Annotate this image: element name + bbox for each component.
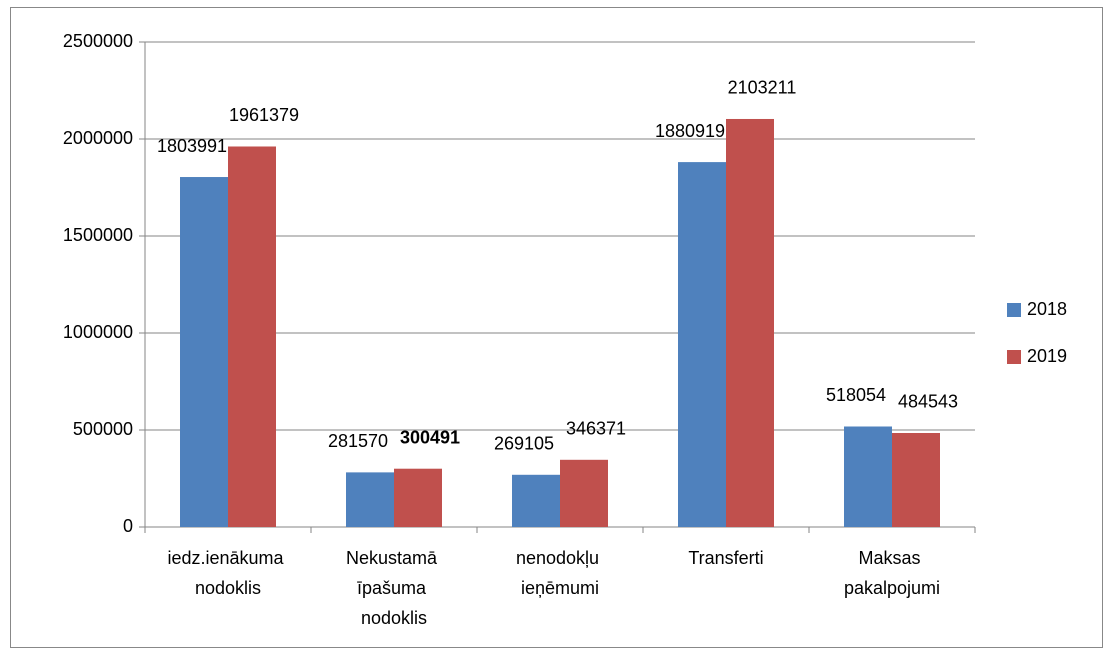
data-label: 1803991 xyxy=(157,136,227,156)
data-label: 2103211 xyxy=(728,78,797,98)
legend-swatch xyxy=(1007,350,1021,364)
x-tick-label: Maksas pakalpojumi xyxy=(844,548,940,598)
x-tick-label: Transferti xyxy=(688,548,763,568)
legend-label: 2019 xyxy=(1027,346,1067,366)
data-label: 518054 xyxy=(826,385,886,405)
x-tick-label: nenodokļu ieņēmumi xyxy=(516,548,604,598)
data-label: 1880919 xyxy=(655,121,725,141)
x-tick-label-line: nodoklis xyxy=(195,578,261,598)
legend-label: 2018 xyxy=(1027,299,1067,319)
y-tick-label: 1500000 xyxy=(63,225,133,245)
bar xyxy=(180,177,228,527)
x-tick-label-line: pakalpojumi xyxy=(844,578,940,598)
bar xyxy=(512,474,560,527)
bar xyxy=(844,426,892,527)
data-label: 346371 xyxy=(566,419,626,439)
data-label: 1961379 xyxy=(229,105,299,125)
x-tick-label-line: nenodokļu xyxy=(516,548,604,568)
bar xyxy=(726,118,774,528)
bar xyxy=(228,146,276,527)
y-tick-label: 1000000 xyxy=(63,322,133,342)
legend-swatch xyxy=(1007,303,1021,317)
y-tick-label: 500000 xyxy=(73,419,133,439)
data-label: 300491 xyxy=(400,427,460,447)
y-tick-label: 2000000 xyxy=(63,128,133,148)
bar xyxy=(892,432,940,527)
x-tick-label-line: Nekustamā xyxy=(346,548,442,568)
bar xyxy=(346,472,394,527)
x-tick-label-line: Maksas xyxy=(858,548,925,568)
x-tick-label-line: nodoklis xyxy=(361,608,427,628)
data-label: 484543 xyxy=(898,392,958,412)
x-tick-label-line: iedz.ienākuma xyxy=(167,548,288,568)
bar xyxy=(678,162,726,527)
x-tick-label-line: īpašuma xyxy=(357,578,431,598)
x-tick-label-line: Transferti xyxy=(688,548,763,568)
x-tick-label: Nekustamā īpašuma nodoklis xyxy=(346,548,442,628)
data-label: 281570 xyxy=(328,431,388,451)
x-tick-label: iedz.ienākuma nodoklis xyxy=(167,548,288,598)
data-label: 269105 xyxy=(494,434,554,454)
x-tick-label-line: ieņēmumi xyxy=(521,578,599,598)
y-tick-label: 0 xyxy=(123,516,133,536)
bar xyxy=(394,468,442,527)
y-tick-label: 2500000 xyxy=(63,31,133,51)
bar xyxy=(560,459,608,527)
